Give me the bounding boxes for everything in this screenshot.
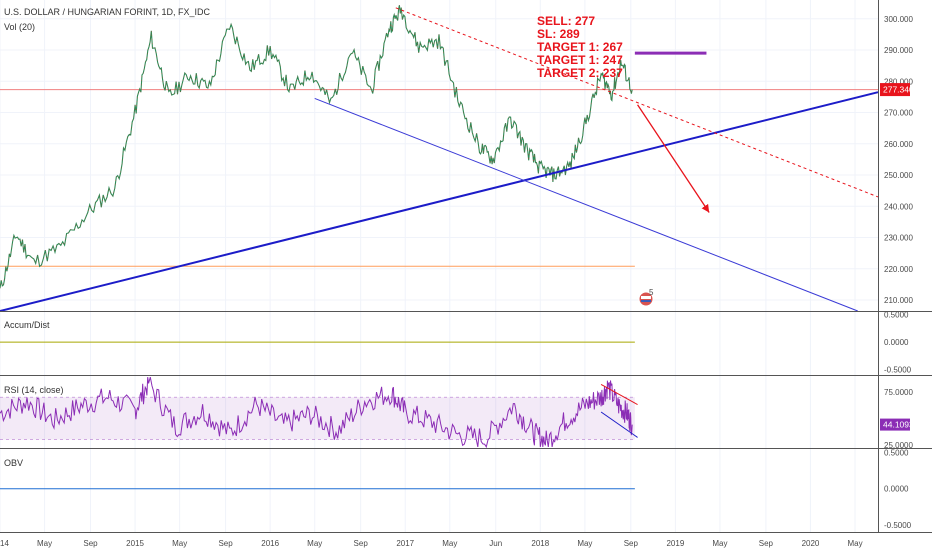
x-tick-label: 2020 (802, 539, 820, 548)
price-series (0, 5, 633, 289)
trend-line-long-term-support (0, 91, 879, 312)
price-tick-label: 290.000 (884, 46, 913, 55)
obv-tick-label: -0.5000 (884, 521, 912, 530)
trend-line-projected-move (637, 104, 710, 213)
x-tick-label: May (712, 539, 727, 548)
price-tick-label: 220.000 (884, 265, 913, 274)
x-tick-label: May (37, 539, 52, 548)
price-tick-label: 240.000 (884, 202, 913, 211)
x-tick-label: May (847, 539, 862, 548)
x-tick-label: Sep (759, 539, 774, 548)
obv-tick-label: 0.0000 (884, 485, 909, 494)
price-tick-label: 230.000 (884, 234, 913, 243)
x-tick-label: 2017 (396, 539, 414, 548)
event-flag-icon[interactable] (638, 291, 654, 307)
accum-dist-tick-label: -0.5000 (884, 366, 912, 375)
annotation-target-2: TARGET 2: 237 (537, 66, 623, 80)
obv-label: OBV (4, 458, 23, 468)
price-line (0, 5, 633, 289)
x-tick-label: 2016 (261, 539, 279, 548)
x-tick-label: Sep (83, 539, 98, 548)
x-tick-label: 2018 (531, 539, 549, 548)
rsi-tick-label: 25.0000 (884, 441, 913, 450)
volume-label: Vol (20) (4, 22, 35, 32)
price-tick-label: 300.000 (884, 15, 913, 24)
x-tick-label: Sep (354, 539, 369, 548)
accum-dist-tick-label: 0.0000 (884, 338, 909, 347)
rsi-label: RSI (14, close) (4, 385, 64, 395)
rsi-tick-label: 75.0000 (884, 388, 913, 397)
rsi-trend-line (600, 411, 638, 438)
accum-dist-tick-label: 0.5000 (884, 311, 909, 320)
price-tick-label: 270.000 (884, 109, 913, 118)
trend-line-descending-resistance (395, 7, 879, 198)
x-tick-label: May (172, 539, 187, 548)
x-tick-label: 2014 (0, 539, 9, 548)
trend-lines[interactable] (0, 7, 879, 312)
obv-tick-label: 0.5000 (884, 449, 909, 458)
x-tick-label: 2015 (126, 539, 144, 548)
rsi-value-badge: 44.1093 (880, 418, 914, 431)
accum-dist-label: Accum/Dist (4, 320, 50, 330)
price-tick-label: 250.000 (884, 171, 913, 180)
x-tick-label: May (577, 539, 592, 548)
x-tick-label: May (442, 539, 457, 548)
symbol-title: U.S. DOLLAR / HUNGARIAN FORINT, 1D, FX_I… (4, 7, 211, 17)
last-price-badge: 277.340 (880, 83, 914, 97)
annotation-sell: SELL: 277 (537, 14, 595, 28)
horizontal-levels (0, 51, 878, 267)
annotation-target-1b: TARGET 1: 247 (537, 53, 623, 67)
x-tick-label: 2019 (666, 539, 684, 548)
rsi-last-value: 44.1093 (883, 420, 914, 430)
trend-line-falling-channel-low (314, 97, 858, 312)
price-tick-label: 210.000 (884, 296, 913, 305)
event-flag-count: 5 (649, 288, 654, 297)
price-tick-label: 280.000 (884, 77, 913, 86)
x-tick-label: Sep (624, 539, 639, 548)
rsi-trend-line (600, 384, 638, 406)
price-tick-label: 260.000 (884, 140, 913, 149)
x-tick-label: Sep (218, 539, 233, 548)
rsi-pane (0, 376, 638, 449)
last-price-value: 277.340 (883, 85, 914, 95)
annotation-target-1: TARGET 1: 267 (537, 40, 623, 54)
rsi-line (0, 376, 633, 449)
x-tick-label: May (307, 539, 322, 548)
annotation-stop-loss: SL: 289 (537, 27, 580, 41)
x-tick-label: Jun (489, 539, 502, 548)
